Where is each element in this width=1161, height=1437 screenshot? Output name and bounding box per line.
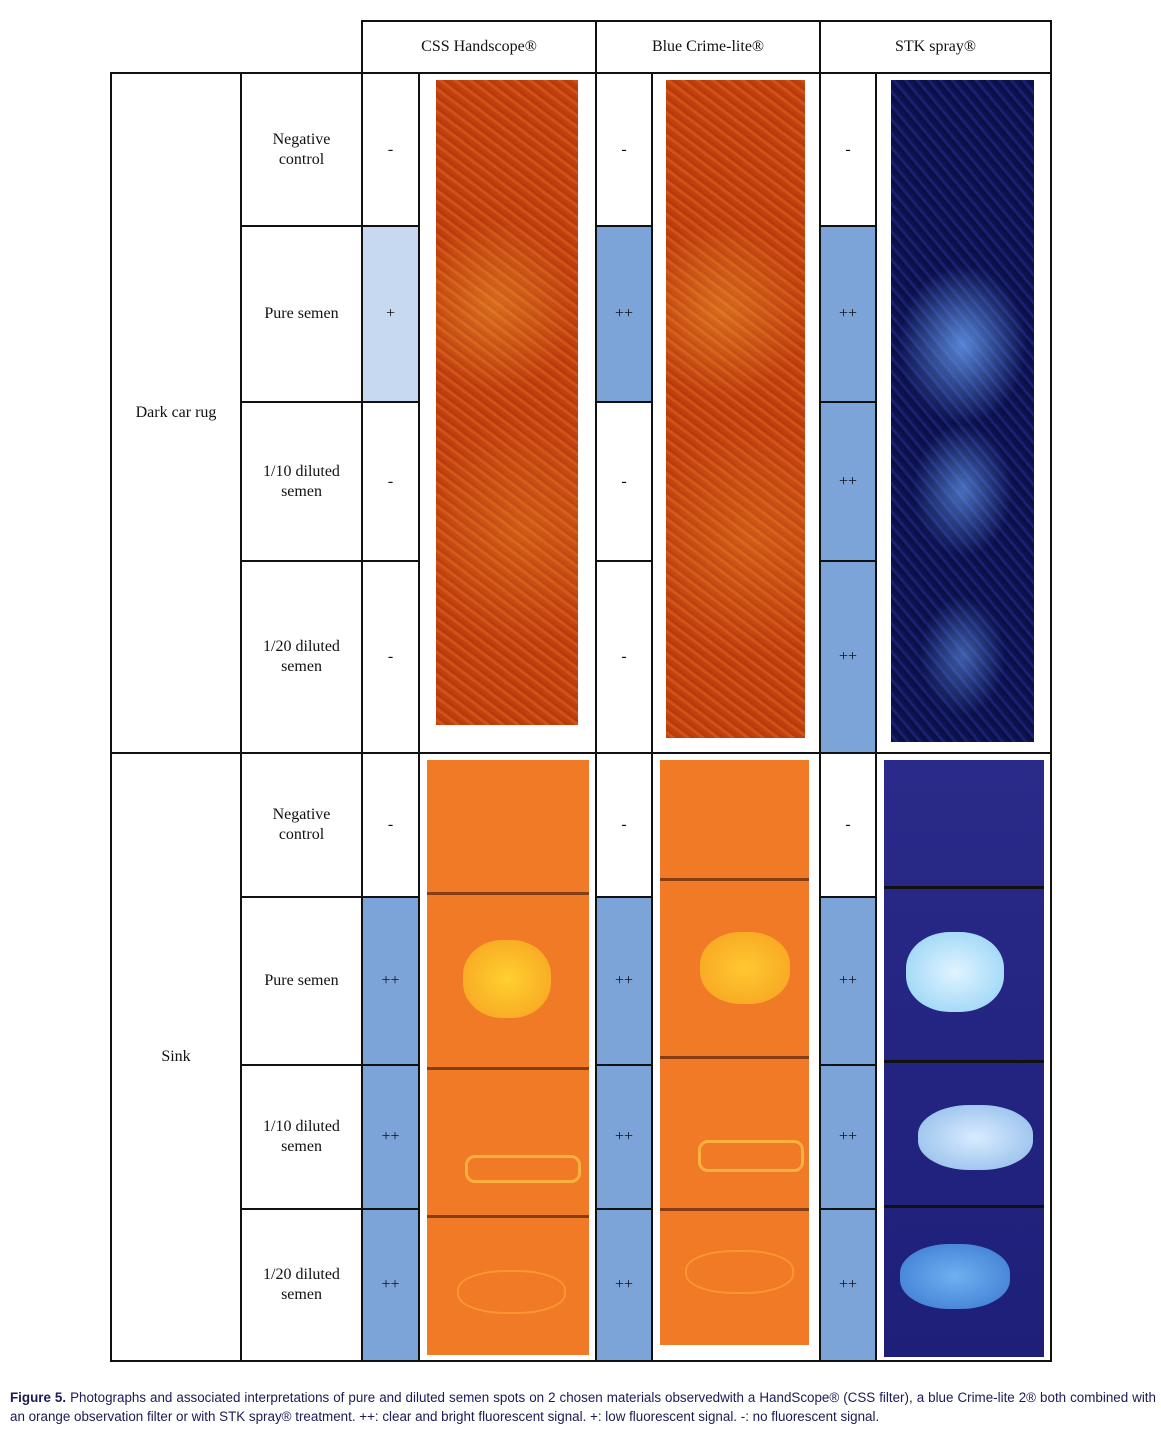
header-row: CSS Handscope® Blue Crime-lite® STK spray®: [111, 20, 1053, 74]
photo: [436, 80, 578, 725]
result: ++: [819, 896, 878, 1066]
result: ++: [595, 896, 653, 1066]
column-header: Blue Crime-lite®: [594, 20, 822, 74]
result: ++: [819, 1064, 878, 1210]
blank-cell: [111, 21, 363, 74]
result: ++: [361, 1064, 420, 1210]
result: -: [361, 72, 420, 227]
material: Sink: [110, 752, 242, 1362]
caption-label: Figure 5.: [10, 1390, 67, 1405]
column-header: CSS Handscope®: [361, 20, 597, 74]
table-row: 1/10 diluted semen - - ++: [111, 401, 1051, 562]
result: ++: [819, 560, 878, 754]
condition: Negative control: [240, 72, 363, 227]
caption-text: Photographs and associated interpretatio…: [10, 1390, 1156, 1424]
result: -: [361, 401, 420, 562]
condition: Pure semen: [240, 896, 363, 1066]
condition: 1/20 diluted semen: [240, 560, 363, 754]
material: Dark car rug: [110, 72, 242, 754]
result: ++: [361, 1208, 420, 1362]
table-row: 1/20 diluted semen ++ ++ ++: [111, 1208, 1051, 1362]
photo: [666, 80, 805, 738]
result: -: [819, 752, 878, 898]
photo: [427, 760, 589, 1355]
condition: 1/20 diluted semen: [240, 1208, 363, 1362]
condition: Negative control: [240, 752, 363, 898]
result: ++: [595, 1208, 653, 1362]
result: +: [361, 225, 420, 403]
result: -: [595, 401, 653, 562]
result: ++: [595, 1064, 653, 1210]
result: ++: [819, 1208, 878, 1362]
result: ++: [361, 896, 420, 1066]
table-row: 1/10 diluted semen ++ ++ ++: [111, 1064, 1051, 1210]
column-header: STK spray®: [819, 20, 1053, 74]
result: -: [361, 752, 420, 898]
photo: [660, 760, 809, 1345]
result: ++: [595, 225, 653, 403]
condition: 1/10 diluted semen: [240, 401, 363, 562]
table-row: Pure semen + ++ ++: [111, 225, 1051, 403]
result: -: [361, 560, 420, 754]
result: ++: [819, 225, 878, 403]
photo: [891, 80, 1034, 742]
condition: Pure semen: [240, 225, 363, 403]
photo: [884, 760, 1044, 1357]
result: ++: [819, 401, 878, 562]
table-row: Pure semen ++ ++ ++: [111, 896, 1051, 1066]
caption: Figure 5. Photographs and associated int…: [10, 1388, 1156, 1426]
result: -: [595, 72, 653, 227]
condition: 1/10 diluted semen: [240, 1064, 363, 1210]
result: -: [595, 560, 653, 754]
result: -: [595, 752, 653, 898]
table-row: 1/20 diluted semen - - ++: [111, 560, 1051, 754]
result: -: [819, 72, 878, 227]
